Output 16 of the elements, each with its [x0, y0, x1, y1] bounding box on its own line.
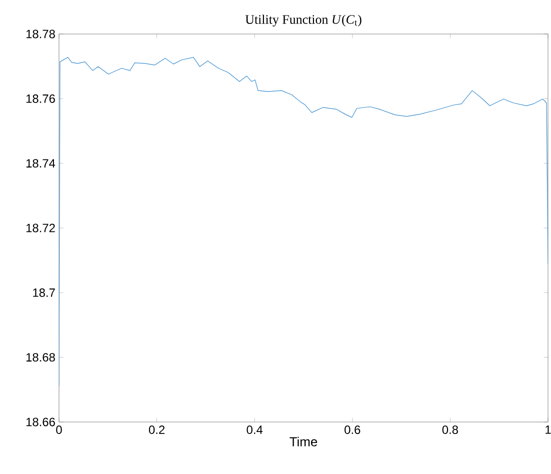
x-tick-label: 0.2	[148, 426, 165, 434]
y-tick-label: 18.68	[26, 353, 55, 362]
line-series	[59, 56, 548, 387]
x-tick-label: 0.6	[344, 426, 360, 434]
y-tick-label: 18.7	[33, 288, 55, 297]
y-tick-label: 18.78	[26, 30, 55, 38]
y-tick-label: 18.66	[26, 418, 55, 426]
x-tick-label: 0.4	[246, 426, 263, 434]
x-tick-label: 1	[546, 426, 551, 434]
y-tick-label: 18.74	[26, 159, 56, 168]
y-tick-label: 18.72	[26, 224, 55, 232]
y-tick-label: 18.76	[26, 94, 55, 103]
x-tick-label: 0.8	[442, 426, 458, 434]
x-axis-title: Time	[290, 436, 318, 446]
chart-title: Utility Function U(C$_{t}$)	[245, 14, 362, 26]
x-tick-label: 0	[56, 426, 62, 434]
